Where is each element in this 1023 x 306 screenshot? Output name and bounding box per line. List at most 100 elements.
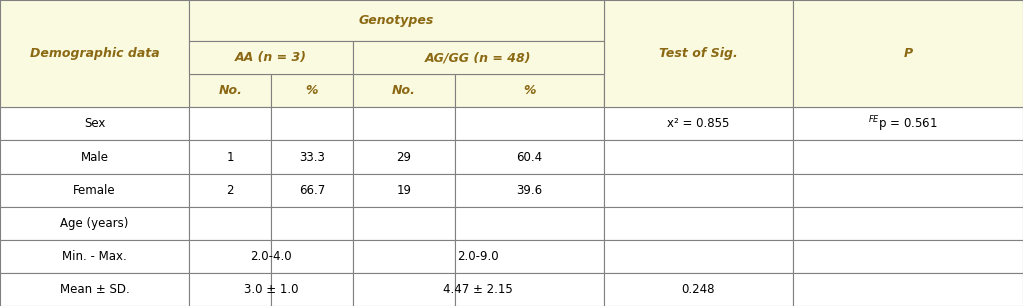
Text: No.: No.	[218, 84, 242, 97]
Bar	[0, 0, 189, 41]
Bar	[353, 41, 455, 74]
Bar	[353, 207, 455, 240]
Bar	[604, 174, 793, 207]
Bar	[189, 174, 271, 207]
Text: Test of Sig.: Test of Sig.	[659, 47, 738, 60]
Bar	[604, 0, 793, 41]
Bar	[189, 0, 271, 41]
Bar	[793, 41, 1023, 74]
Bar	[793, 107, 1023, 140]
Text: Genotypes: Genotypes	[359, 14, 434, 27]
Bar	[271, 207, 353, 240]
Text: 33.3: 33.3	[299, 151, 325, 163]
Bar	[189, 240, 271, 273]
Text: 66.7: 66.7	[299, 184, 325, 197]
Bar	[604, 140, 793, 174]
Bar	[0, 107, 189, 140]
Text: Mean ± SD.: Mean ± SD.	[59, 283, 130, 296]
Bar	[189, 74, 271, 107]
Text: 60.4: 60.4	[517, 151, 542, 163]
Bar	[793, 174, 1023, 207]
Bar	[455, 207, 604, 240]
Text: Min. - Max.: Min. - Max.	[62, 250, 127, 263]
Text: 2: 2	[226, 184, 234, 197]
Text: No.: No.	[392, 84, 416, 97]
Text: x² = 0.855: x² = 0.855	[667, 118, 729, 130]
Bar	[271, 140, 353, 174]
Bar	[189, 140, 271, 174]
Text: Male: Male	[81, 151, 108, 163]
Text: P: P	[903, 47, 913, 60]
Bar	[455, 41, 604, 74]
Bar	[353, 107, 455, 140]
Bar	[793, 140, 1023, 174]
Bar	[0, 273, 189, 306]
Bar	[604, 207, 793, 240]
Text: 3.0 ± 1.0: 3.0 ± 1.0	[243, 283, 299, 296]
Text: 0.248: 0.248	[681, 283, 715, 296]
Bar	[455, 140, 604, 174]
Bar	[455, 0, 604, 41]
Bar	[353, 174, 455, 207]
Bar	[793, 74, 1023, 107]
Bar	[189, 0, 604, 41]
Bar	[353, 74, 455, 107]
Bar	[455, 74, 604, 107]
Bar	[353, 41, 604, 74]
Text: 29: 29	[397, 151, 411, 163]
Bar	[0, 140, 189, 174]
Bar	[189, 41, 353, 74]
Text: 2.0-4.0: 2.0-4.0	[251, 250, 292, 263]
Bar	[189, 41, 271, 74]
Bar	[271, 74, 353, 107]
Bar	[604, 41, 793, 74]
Bar	[604, 273, 793, 306]
Text: 2.0-9.0: 2.0-9.0	[457, 250, 499, 263]
Bar	[353, 140, 455, 174]
Bar	[604, 107, 793, 140]
Bar	[0, 207, 189, 240]
Text: AG/GG (n = 48): AG/GG (n = 48)	[425, 51, 532, 64]
Text: Female: Female	[74, 184, 116, 197]
Text: 39.6: 39.6	[517, 184, 542, 197]
Bar	[271, 41, 353, 74]
Text: Age (years): Age (years)	[60, 217, 129, 230]
Bar	[455, 240, 604, 273]
Bar	[353, 273, 455, 306]
Bar	[0, 174, 189, 207]
Text: Demographic data: Demographic data	[30, 47, 160, 60]
Text: Sex: Sex	[84, 118, 105, 130]
Bar	[455, 107, 604, 140]
Bar	[793, 0, 1023, 107]
Bar	[455, 273, 604, 306]
Bar	[271, 174, 353, 207]
Bar	[0, 240, 189, 273]
Text: 19: 19	[397, 184, 411, 197]
Bar	[793, 273, 1023, 306]
Bar	[353, 0, 455, 41]
Bar	[189, 207, 271, 240]
Bar	[455, 174, 604, 207]
Bar	[271, 273, 353, 306]
Bar	[271, 107, 353, 140]
Text: $^{FE}$p = 0.561: $^{FE}$p = 0.561	[868, 114, 938, 134]
Bar	[604, 0, 793, 107]
Bar	[271, 240, 353, 273]
Bar	[0, 74, 189, 107]
Bar	[793, 240, 1023, 273]
Bar	[0, 0, 189, 107]
Bar	[604, 240, 793, 273]
Bar	[793, 207, 1023, 240]
Bar	[0, 41, 189, 74]
Bar	[793, 0, 1023, 41]
Bar	[189, 107, 271, 140]
Bar	[353, 240, 455, 273]
Bar	[189, 273, 271, 306]
Text: %: %	[306, 84, 318, 97]
Text: 4.47 ± 2.15: 4.47 ± 2.15	[443, 283, 514, 296]
Bar	[271, 0, 353, 41]
Text: 1: 1	[226, 151, 234, 163]
Text: AA (n = 3): AA (n = 3)	[235, 51, 307, 64]
Bar	[604, 74, 793, 107]
Text: %: %	[523, 84, 536, 97]
